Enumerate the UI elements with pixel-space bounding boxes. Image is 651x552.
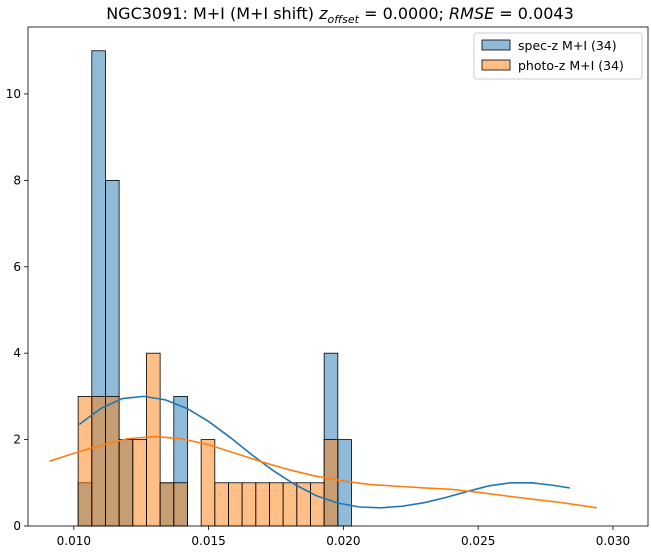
x-tick-label: 0.020 [326, 534, 360, 548]
histogram-bar-photo [200, 439, 216, 527]
title-z: z [318, 4, 328, 23]
y-tick-label: 10 [6, 87, 21, 101]
legend-swatch [481, 59, 511, 71]
histogram-bar-photo [159, 482, 175, 527]
y-tick-label: 8 [13, 173, 21, 187]
histogram-bar-photo [310, 482, 325, 527]
legend: spec-z M+I (34) photo-z M+I (34) [473, 32, 643, 80]
plot-area [49, 50, 597, 527]
title-z-value: = 0.0000; [359, 4, 449, 23]
chart-title: NGC3091: M+I (M+I shift) zoffset = 0.000… [106, 4, 574, 26]
histogram-bar-photo [228, 482, 243, 527]
title-rmse-value: = 0.0043 [494, 4, 574, 23]
title-z-subscript: offset [328, 13, 360, 26]
axes-frame [27, 26, 649, 527]
histogram-bar-photo [91, 395, 106, 527]
legend-swatch [481, 39, 511, 51]
histogram-bar-photo [118, 439, 134, 527]
y-tick-label: 6 [13, 260, 21, 274]
histogram-bar-photo [132, 439, 147, 527]
histogram-bar-photo [214, 482, 229, 527]
histogram-bar-photo [105, 395, 120, 527]
histogram-bar-photo [173, 482, 188, 527]
y-tick-label: 0 [13, 519, 21, 533]
x-tick-label: 0.015 [191, 534, 225, 548]
legend-label: spec-z M+I (34) [518, 38, 617, 53]
histogram-bar-photo [282, 482, 298, 527]
kde-curve-photo [49, 435, 597, 509]
x-tick-label: 0.030 [596, 534, 630, 548]
y-tick-label: 4 [13, 346, 21, 360]
y-tick-label: 2 [13, 433, 21, 447]
histogram-bar-photo [323, 439, 339, 527]
histogram-bar-photo [269, 482, 284, 527]
histogram-bar-photo [255, 482, 270, 527]
legend-label: photo-z M+I (34) [518, 58, 624, 73]
histogram-bar-photo [241, 482, 257, 527]
histogram-bar-spec [337, 439, 352, 527]
x-tick-label: 0.025 [461, 534, 495, 548]
kde-curve-spec [78, 395, 570, 509]
title-rmse: RMSE [449, 4, 495, 23]
axes: 0.010 0.015 0.020 0.025 0.030 0 2 4 6 8 10 [6, 26, 649, 548]
x-tick-label: 0.010 [57, 534, 91, 548]
title-prefix: NGC3091: M+I (M+I shift) [106, 4, 319, 23]
legend-box [473, 32, 643, 80]
histogram-bar-photo [146, 352, 161, 527]
